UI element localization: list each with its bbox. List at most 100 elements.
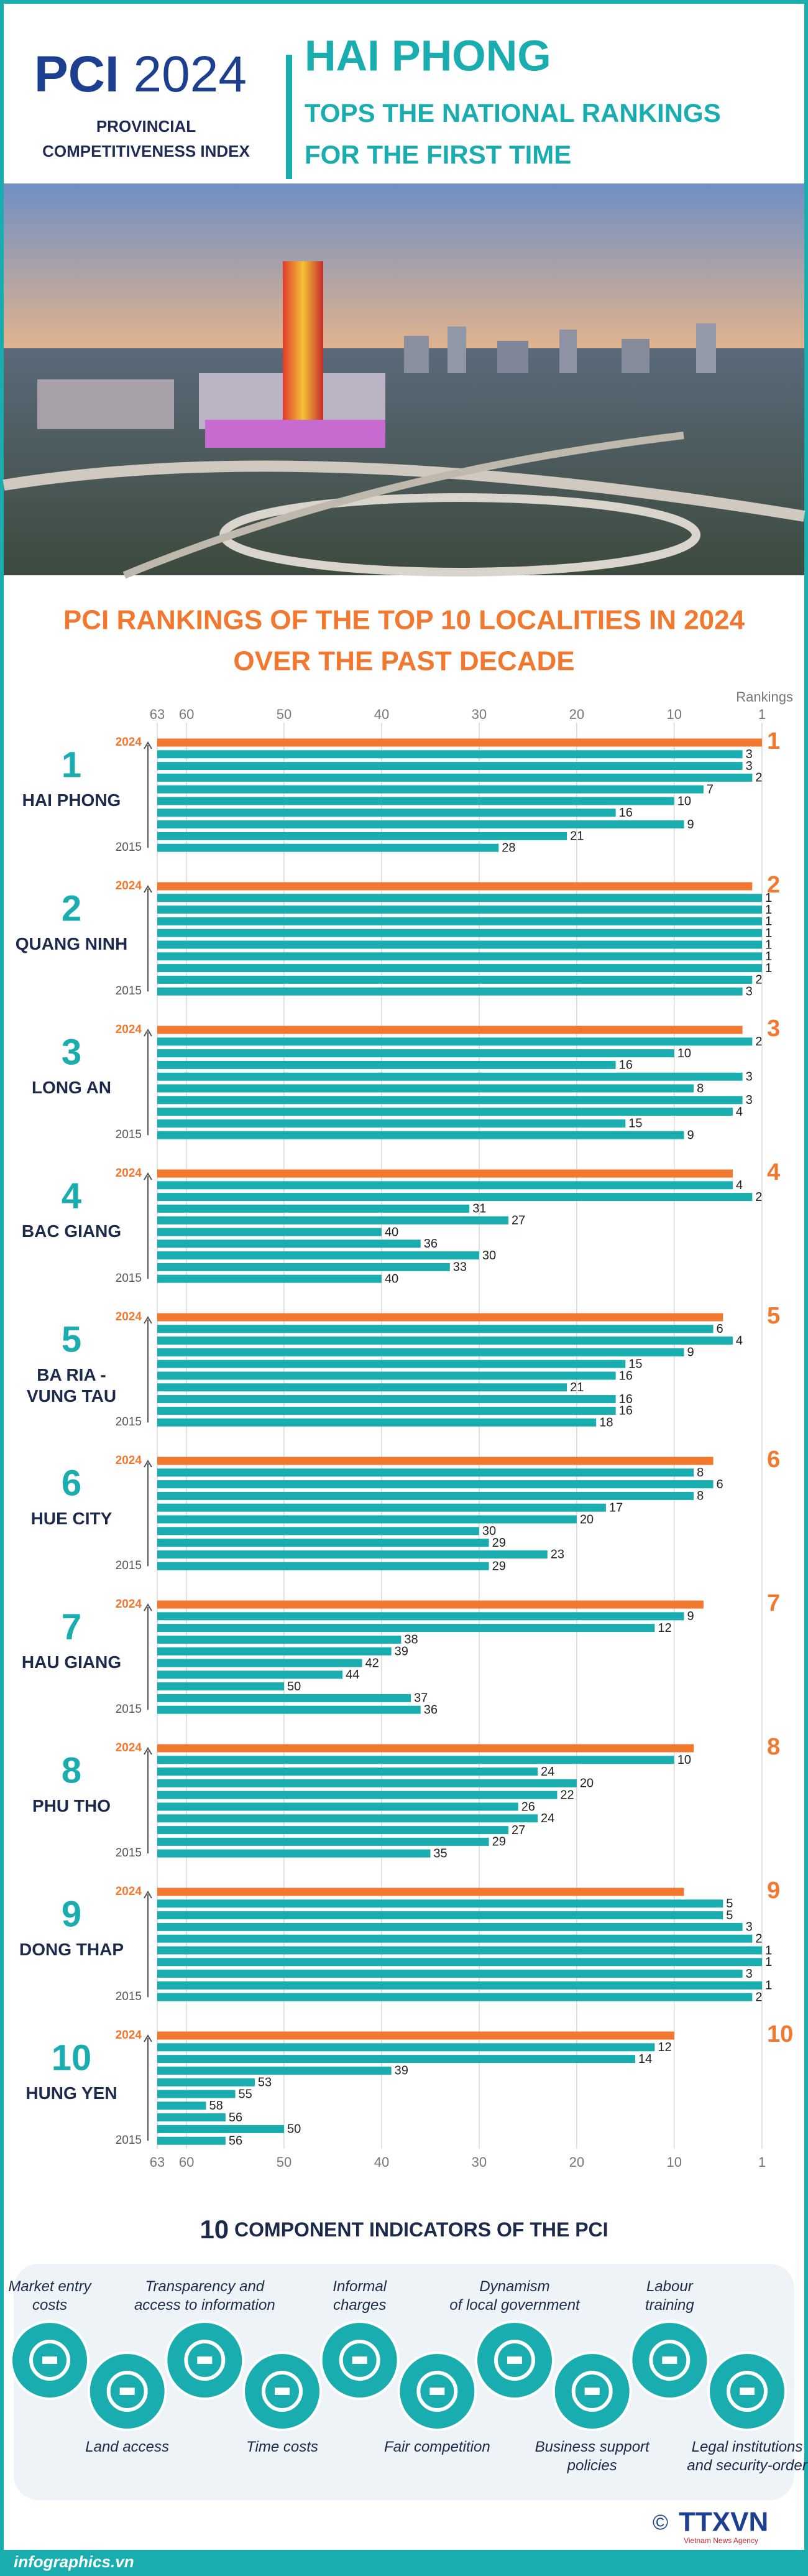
bar: [157, 1768, 538, 1776]
brand-title: PCI 2024: [34, 46, 247, 103]
value-label: 26: [521, 1800, 535, 1814]
value-label: 31: [472, 1202, 486, 1216]
chart-title: OVER THE PAST DECADE: [233, 646, 574, 677]
year-label: 2015: [116, 1990, 142, 2003]
value-label: 4: [736, 1334, 743, 1348]
bar: [157, 738, 762, 747]
x-tick-label: 30: [472, 707, 487, 722]
indicator-label-line: training: [645, 2297, 694, 2314]
year-arrow-head: [144, 1603, 152, 1611]
year-arrow-head: [144, 1172, 152, 1180]
value-label: 16: [619, 1059, 633, 1072]
locality-name: HUE CITY: [30, 1509, 112, 1528]
value-label: 3: [746, 759, 753, 773]
value-label: 36: [424, 1237, 438, 1251]
bar: [157, 1849, 431, 1858]
bar: [157, 1325, 714, 1333]
indicator-label-line: costs: [32, 2297, 67, 2314]
value-label: 2: [755, 1990, 762, 2004]
bar: [157, 1527, 479, 1536]
x-tick-label: 1: [758, 707, 766, 722]
value-label: 33: [453, 1261, 467, 1274]
year-arrow-head: [144, 1891, 152, 1899]
bar: [157, 820, 684, 829]
bar: [157, 1360, 626, 1368]
year-label: 2015: [116, 1272, 142, 1285]
value-label: 1: [765, 903, 772, 917]
bar: [157, 750, 743, 759]
value-label: 40: [385, 1272, 398, 1286]
bar: [157, 1204, 470, 1213]
indicator-label-line: Business support: [535, 2439, 650, 2455]
x-tick-label: 63: [150, 2154, 165, 2170]
value-label: 5: [726, 1897, 733, 1911]
bar: [157, 952, 762, 961]
bar: [157, 2066, 392, 2075]
value-label: 4: [736, 1105, 743, 1119]
indicator-label: Informal charges: [285, 2277, 434, 2315]
indicator-label-line: Fair competition: [383, 2439, 490, 2455]
indicator-icon-glyph: [429, 2388, 445, 2395]
bar: [157, 1814, 538, 1823]
year-arrow-head: [144, 885, 152, 893]
bar: [157, 1958, 762, 1967]
indicators-title: 10 COMPONENT INDICATORS OF THE PCI: [200, 2215, 608, 2244]
value-label: 39: [395, 2064, 408, 2078]
indicator-label-line: Dynamism: [479, 2278, 550, 2295]
bar: [157, 1647, 392, 1656]
value-label: 3: [746, 985, 753, 998]
year-label: 2015: [116, 1846, 142, 1860]
value-label: 3: [746, 1070, 753, 1083]
year-label: 2015: [116, 1415, 142, 1429]
bar: [157, 1756, 674, 1764]
value-label: 1: [765, 1979, 772, 1993]
indicator-icon-glyph: [184, 2340, 226, 2381]
value-label: 1: [765, 915, 772, 929]
value-label: 56: [229, 2134, 242, 2147]
indicator-icon-glyph: [584, 2388, 600, 2395]
value-label: 2: [755, 1932, 762, 1945]
indicator-label: Market entry costs: [0, 2277, 124, 2315]
bar: [157, 1635, 402, 1644]
indicator-label-line: Land access: [85, 2439, 170, 2455]
rank-label: 3: [767, 1016, 780, 1042]
year-label: 2024: [116, 1741, 142, 1754]
bar: [157, 1970, 743, 1978]
value-label: 7: [707, 782, 714, 796]
year-arrow-head: [144, 1316, 152, 1324]
bar: [157, 1193, 753, 1202]
value-label: 42: [365, 1656, 379, 1670]
rank-number: 1: [62, 744, 81, 785]
indicator-label: Fair competition: [362, 2438, 512, 2457]
rank-label: 10: [767, 2021, 793, 2047]
bar: [157, 1313, 723, 1322]
x-tick-label: 50: [277, 2154, 292, 2170]
value-label: 16: [619, 1392, 633, 1406]
bar: [157, 1418, 597, 1427]
bar: [157, 1946, 762, 1955]
value-label: 22: [560, 1788, 574, 1802]
bar: [157, 2078, 255, 2087]
indicator-label: Time costs: [208, 2438, 357, 2457]
bar: [157, 940, 762, 949]
brand: PCI: [34, 46, 119, 103]
bar: [157, 2055, 635, 2064]
bar: [157, 1779, 577, 1787]
value-label: 53: [258, 2075, 272, 2089]
chart-title: PCI RANKINGS OF THE TOP 10 LOCALITIES IN…: [63, 605, 745, 636]
bar: [157, 1491, 694, 1500]
bar: [157, 894, 762, 902]
bar: [157, 1562, 489, 1570]
value-label: 58: [209, 2099, 223, 2113]
rank-number: 8: [62, 1750, 81, 1791]
year-label: 2024: [116, 1310, 142, 1323]
locality-name: HUNG YEN: [25, 2083, 117, 2103]
agency-subtitle: Vietnam News Agency: [684, 2536, 758, 2545]
subtitle: PROVINCIAL: [96, 117, 196, 136]
value-label: 38: [404, 1633, 418, 1647]
value-label: 20: [580, 1777, 594, 1791]
subtitle: COMPETITIVENESS INDEX: [42, 142, 250, 160]
year-arrow-head: [144, 2034, 152, 2042]
value-label: 30: [482, 1524, 496, 1538]
bar: [157, 1682, 285, 1691]
